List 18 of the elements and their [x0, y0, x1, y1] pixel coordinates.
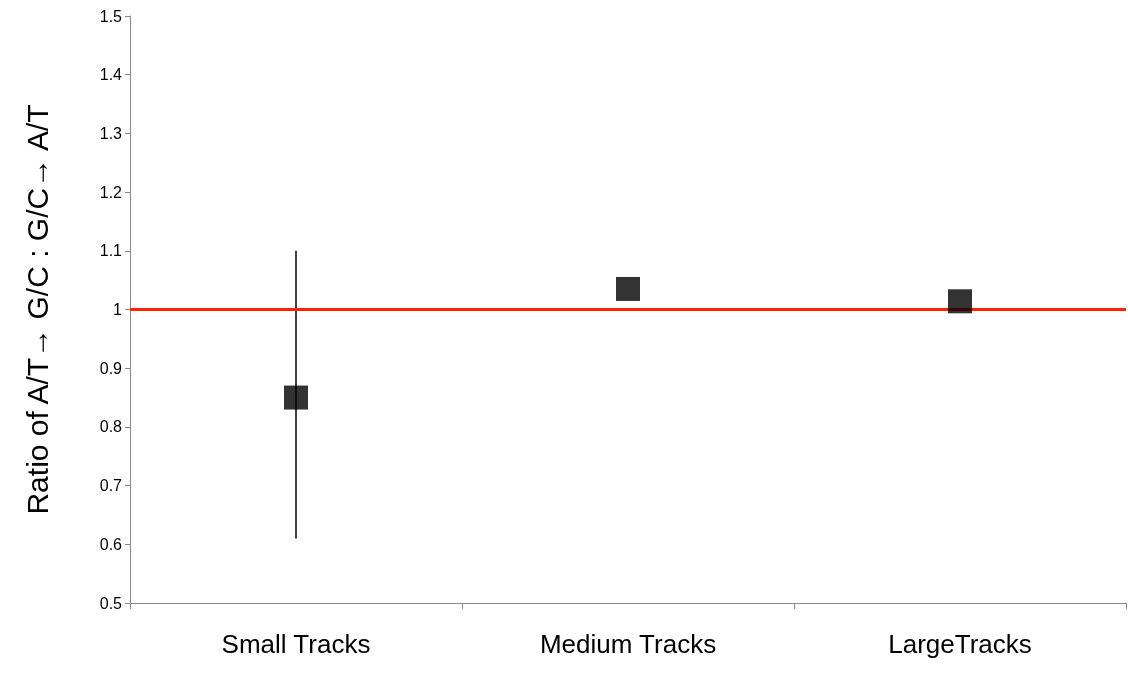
y-axis-title: Ratio of A/T→ G/C : G/C→ A/T [20, 104, 54, 515]
y-tick-label: 1.1 [99, 242, 123, 260]
y-tick-label: 0.8 [99, 418, 123, 436]
y-tick-label: 1.3 [99, 124, 123, 142]
x-tick-label: LargeTracks [888, 629, 1032, 659]
point [616, 276, 640, 301]
y-tick-label: 1.5 [99, 7, 123, 25]
x-tick-label: Small Tracks [221, 629, 371, 659]
point [284, 385, 308, 410]
y-tick-label: 0.5 [99, 594, 123, 612]
y-tick-label: 1.4 [99, 66, 123, 84]
y-tick-label: 0.7 [99, 477, 123, 495]
y-tick-label: 0.9 [99, 359, 123, 377]
y-tick-label: 0.6 [99, 535, 123, 553]
y-tick-label: 1.2 [99, 183, 123, 201]
point [948, 289, 972, 314]
x-tick-label: Medium Tracks [539, 629, 717, 659]
y-tick-label: 1 [113, 301, 123, 318]
